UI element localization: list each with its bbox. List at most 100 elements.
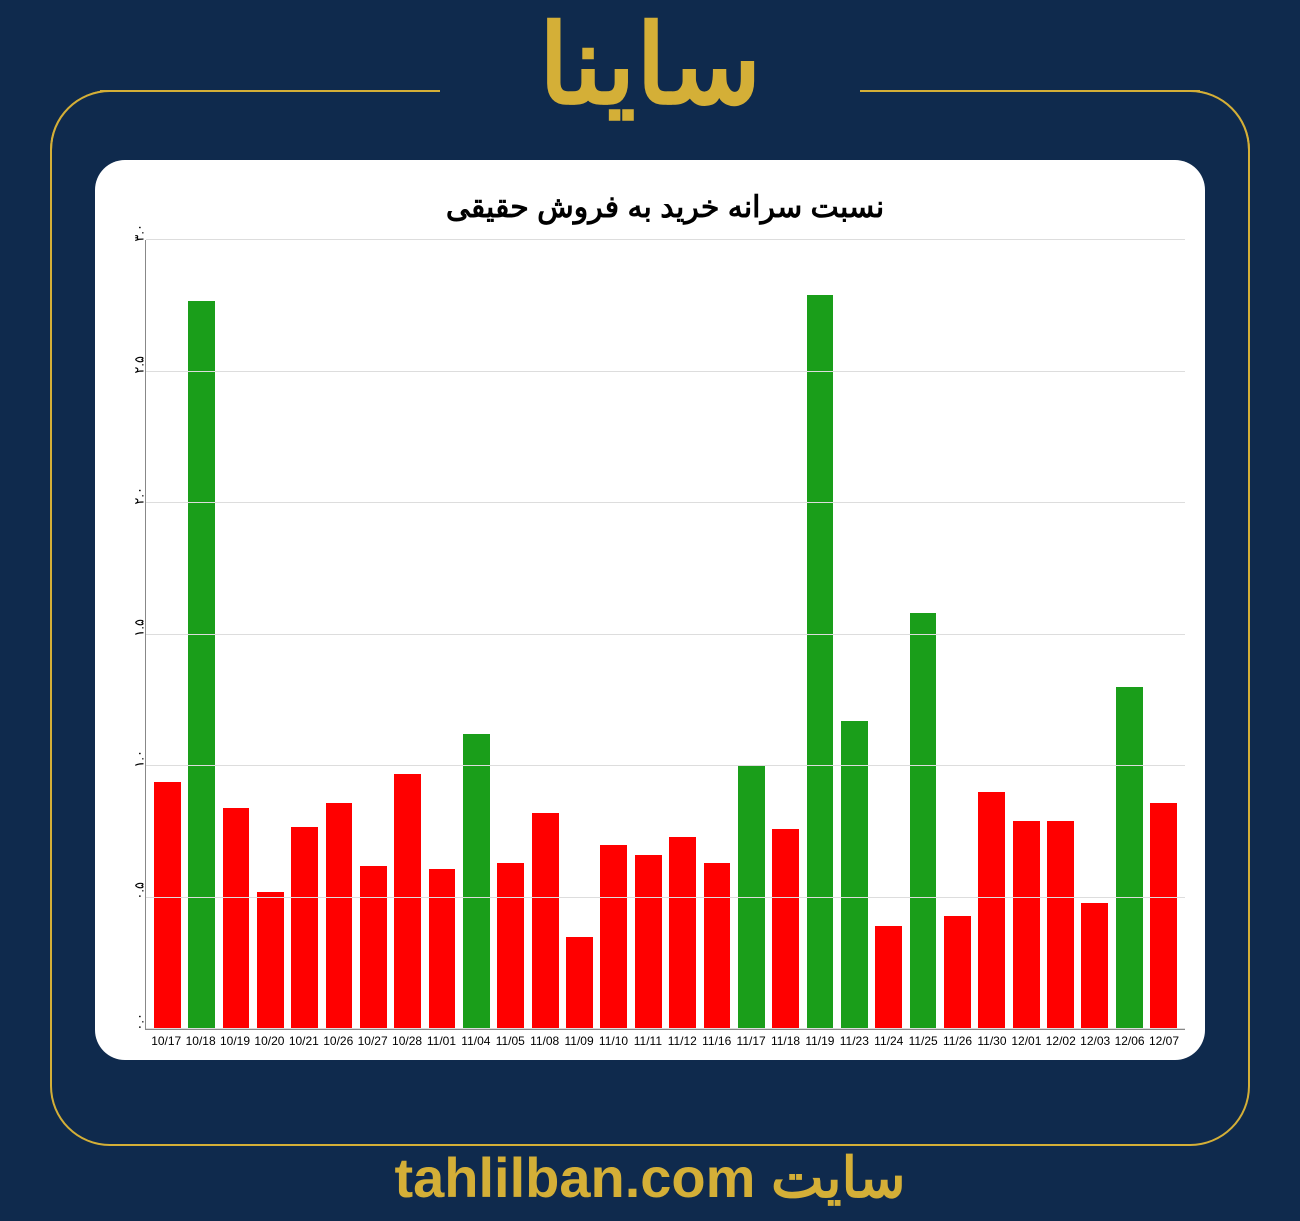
page-root: ساینا نسبت سرانه خرید به فروش حقیقی ۰.۰۰… [0, 0, 1300, 1221]
chart-x-tick-label: 12/03 [1078, 1034, 1112, 1048]
chart-y-tick-label: ۰.۵ [132, 882, 148, 900]
chart-gridline [146, 765, 1185, 766]
chart-x-tick-label: 11/05 [493, 1034, 527, 1048]
chart-x-tick-label: 11/19 [803, 1034, 837, 1048]
chart-bar [669, 837, 696, 1029]
chart-x-tick-label: 11/01 [424, 1034, 458, 1048]
chart-x-tick-label: 12/06 [1112, 1034, 1146, 1048]
chart-bar [291, 827, 318, 1030]
chart-bar [772, 829, 799, 1029]
chart-bar [1116, 687, 1143, 1029]
chart-bar-slot [631, 240, 665, 1029]
stock-symbol-title: ساینا [0, 0, 1300, 132]
chart-x-tick-label: 10/21 [287, 1034, 321, 1048]
chart-bar-slot [1043, 240, 1077, 1029]
chart-gridline [146, 1028, 1185, 1029]
chart-y-tick-label: ۲.۵ [132, 356, 148, 374]
chart-bars-container [146, 240, 1185, 1029]
chart-x-tick-label: 10/19 [218, 1034, 252, 1048]
chart-bar-slot [803, 240, 837, 1029]
chart-bar [154, 782, 181, 1029]
chart-bar [635, 855, 662, 1029]
chart-bar [1047, 821, 1074, 1029]
chart-bar-slot [768, 240, 802, 1029]
chart-bar [497, 863, 524, 1029]
chart-bar [807, 295, 834, 1029]
chart-x-tick-label: 12/07 [1147, 1034, 1181, 1048]
chart-y-tick-label: ۱.۵ [132, 619, 148, 637]
chart-bar [704, 863, 731, 1029]
chart-x-tick-label: 12/01 [1009, 1034, 1043, 1048]
chart-bar-slot [391, 240, 425, 1029]
chart-bar [566, 937, 593, 1029]
chart-x-tick-label: 11/17 [734, 1034, 768, 1048]
chart-bar-slot [219, 240, 253, 1029]
chart-bar [532, 813, 559, 1029]
chart-x-tick-label: 12/02 [1044, 1034, 1078, 1048]
chart-bar [360, 866, 387, 1029]
chart-bar-slot [562, 240, 596, 1029]
chart-x-tick-label: 11/25 [906, 1034, 940, 1048]
footer-site-url: tahlilban.com [394, 1146, 755, 1209]
chart-bar [394, 774, 421, 1029]
chart-bar [326, 803, 353, 1029]
chart-gridline [146, 502, 1185, 503]
chart-x-tick-label: 11/26 [940, 1034, 974, 1048]
chart-plot-area: ۰.۰۰.۵۱.۰۱.۵۲.۰۲.۵۳.۰ [145, 240, 1185, 1030]
chart-bar-slot [906, 240, 940, 1029]
chart-gridline [146, 371, 1185, 372]
chart-bar-slot [597, 240, 631, 1029]
chart-bar-slot [459, 240, 493, 1029]
chart-bar [875, 926, 902, 1029]
chart-bar [944, 916, 971, 1029]
chart-bar [463, 734, 490, 1029]
chart-bar-slot [700, 240, 734, 1029]
chart-bar-slot [940, 240, 974, 1029]
chart-bar [429, 869, 456, 1029]
chart-x-tick-label: 11/30 [975, 1034, 1009, 1048]
chart-y-tick-label: ۳.۰ [132, 224, 148, 242]
chart-x-tick-label: 10/17 [149, 1034, 183, 1048]
chart-bar-slot [287, 240, 321, 1029]
chart-bar-slot [665, 240, 699, 1029]
chart-bar-slot [253, 240, 287, 1029]
chart-bar-slot [184, 240, 218, 1029]
chart-bar-slot [494, 240, 528, 1029]
chart-bar [841, 721, 868, 1029]
chart-bar-slot [734, 240, 768, 1029]
chart-y-tick-label: ۱.۰ [132, 750, 148, 768]
chart-title: نسبت سرانه خرید به فروش حقیقی [145, 190, 1185, 225]
chart-x-tick-label: 11/10 [596, 1034, 630, 1048]
chart-gridline [146, 239, 1185, 240]
chart-x-tick-label: 10/28 [390, 1034, 424, 1048]
chart-bar-slot [425, 240, 459, 1029]
footer-prefix: سایت [771, 1146, 906, 1209]
chart-bar [223, 808, 250, 1029]
chart-bar [1081, 903, 1108, 1029]
chart-x-tick-label: 11/08 [527, 1034, 561, 1048]
chart-bar-slot [528, 240, 562, 1029]
chart-x-tick-label: 11/18 [768, 1034, 802, 1048]
chart-x-tick-label: 10/20 [252, 1034, 286, 1048]
chart-bar-slot [1078, 240, 1112, 1029]
chart-gridline [146, 897, 1185, 898]
chart-x-axis-labels: 10/1710/1810/1910/2010/2110/2610/2710/28… [145, 1030, 1185, 1048]
chart-bar-slot [1112, 240, 1146, 1029]
chart-bar [978, 792, 1005, 1029]
chart-x-tick-label: 10/18 [183, 1034, 217, 1048]
chart-x-tick-label: 10/26 [321, 1034, 355, 1048]
chart-panel: نسبت سرانه خرید به فروش حقیقی ۰.۰۰.۵۱.۰۱… [95, 160, 1205, 1060]
chart-x-tick-label: 11/16 [700, 1034, 734, 1048]
chart-y-tick-label: ۰.۰ [132, 1013, 148, 1031]
chart-bar [600, 845, 627, 1029]
chart-bar-slot [322, 240, 356, 1029]
chart-x-tick-label: 10/27 [355, 1034, 389, 1048]
chart-gridline [146, 634, 1185, 635]
chart-bar [257, 892, 284, 1029]
chart-bar-slot [356, 240, 390, 1029]
chart-x-tick-label: 11/09 [562, 1034, 596, 1048]
chart-bar [1150, 803, 1177, 1029]
chart-bar-slot [837, 240, 871, 1029]
chart-bar-slot [1009, 240, 1043, 1029]
chart-x-tick-label: 11/04 [459, 1034, 493, 1048]
